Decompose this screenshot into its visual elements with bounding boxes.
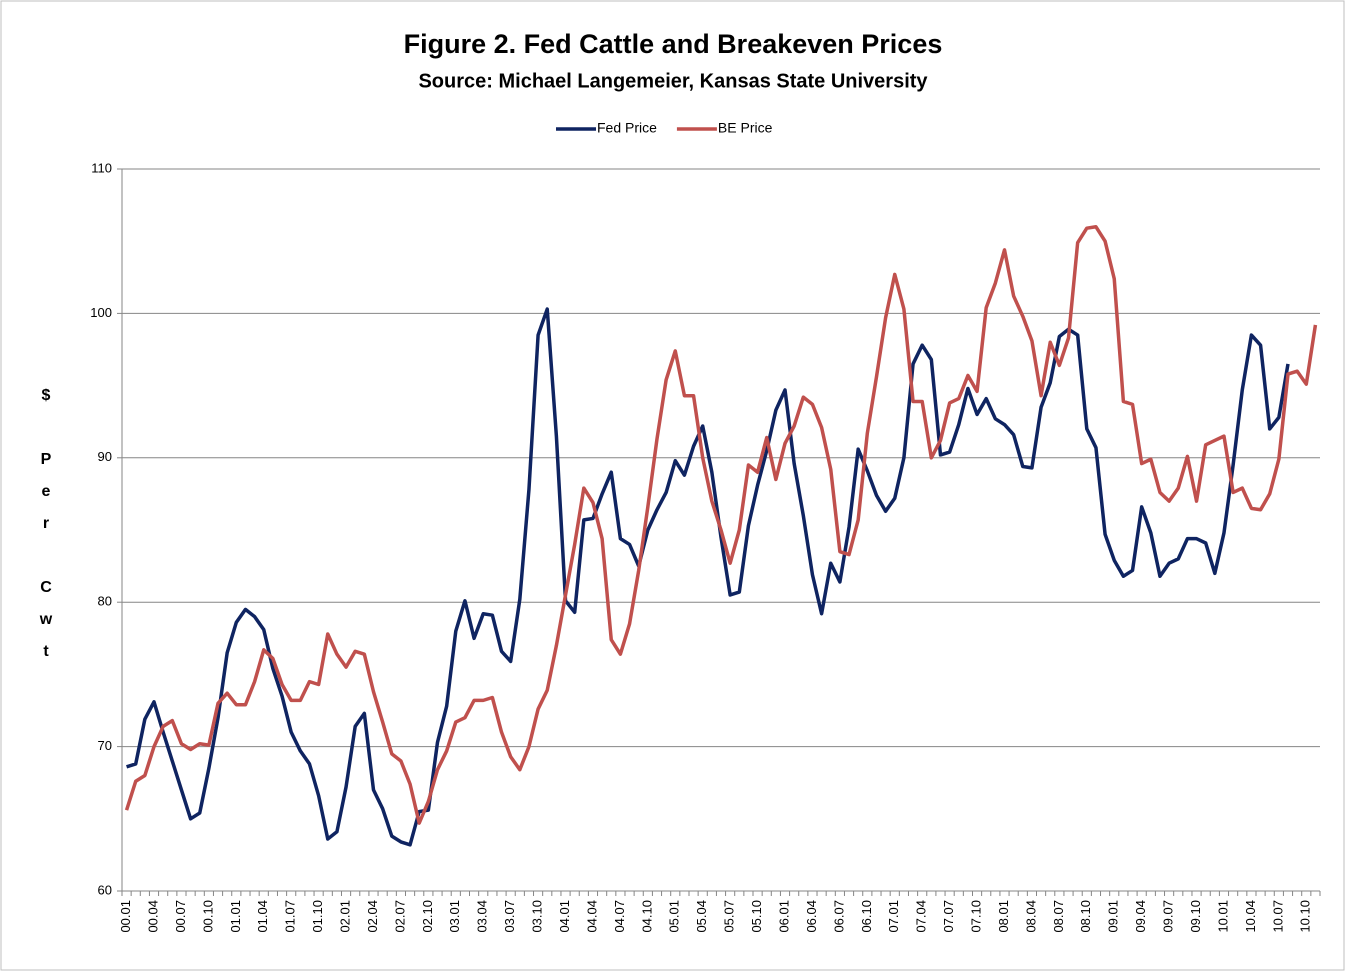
y-tick-label: 70 — [98, 738, 112, 753]
x-tick-label: 04.07 — [612, 900, 627, 933]
x-tick-label: 08.07 — [1051, 900, 1066, 933]
x-tick-label: 07.10 — [968, 900, 983, 933]
y-tick-label: 60 — [98, 882, 112, 897]
x-tick-label: 01.10 — [310, 900, 325, 933]
chart-title: Figure 2. Fed Cattle and Breakeven Price… — [404, 29, 943, 59]
x-tick-label: 00.10 — [200, 900, 215, 933]
x-tick-label: 08.01 — [996, 900, 1011, 933]
x-tick-label: 10.10 — [1298, 900, 1313, 933]
x-tick-label: 07.01 — [886, 900, 901, 933]
x-tick-label: 01.01 — [228, 900, 243, 933]
x-tick-label: 04.10 — [639, 900, 654, 933]
legend-label: BE Price — [718, 120, 773, 136]
x-tick-label: 02.04 — [365, 900, 380, 933]
x-tick-label: 06.04 — [804, 900, 819, 933]
x-tick-label: 10.01 — [1215, 900, 1230, 933]
x-tick-label: 10.07 — [1270, 900, 1285, 933]
x-tick-label: 03.01 — [447, 900, 462, 933]
x-tick-label: 05.07 — [722, 900, 737, 933]
x-tick-label: 03.04 — [475, 900, 490, 933]
x-tick-label: 09.04 — [1133, 900, 1148, 933]
x-tick-label: 03.10 — [530, 900, 545, 933]
x-tick-label: 10.04 — [1243, 900, 1258, 933]
x-tick-label: 05.01 — [667, 900, 682, 933]
chart-subtitle: Source: Michael Langemeier, Kansas State… — [418, 70, 928, 92]
x-tick-label: 00.04 — [145, 900, 160, 933]
y-tick-label: 80 — [98, 594, 112, 609]
x-tick-label: 08.04 — [1023, 900, 1038, 933]
x-tick-label: 01.07 — [283, 900, 298, 933]
x-tick-label: 07.07 — [941, 900, 956, 933]
x-tick-label: 02.07 — [392, 900, 407, 933]
x-tick-label: 03.07 — [502, 900, 517, 933]
x-tick-label: 04.04 — [584, 900, 599, 933]
legend-label: Fed Price — [597, 120, 657, 136]
y-tick-label: 100 — [90, 305, 112, 320]
x-tick-label: 09.01 — [1106, 900, 1121, 933]
y-tick-label: 110 — [91, 160, 112, 175]
x-tick-label: 08.10 — [1078, 900, 1093, 933]
x-tick-label: 02.10 — [420, 900, 435, 933]
x-tick-label: 05.04 — [694, 900, 709, 933]
x-tick-label: 01.04 — [255, 900, 270, 933]
x-tick-label: 06.01 — [776, 900, 791, 933]
x-tick-label: 00.07 — [173, 900, 188, 933]
data-line — [126, 307, 1290, 847]
x-tick-label: 04.01 — [557, 900, 572, 933]
y-tick-label: 90 — [98, 449, 112, 464]
x-tick-label: 09.07 — [1161, 900, 1176, 933]
x-tick-label: 05.10 — [749, 900, 764, 933]
x-tick-label: 06.07 — [831, 900, 846, 933]
x-tick-label: 00.01 — [118, 900, 133, 933]
legend: Fed Price BE Price — [556, 120, 773, 136]
x-tick-label: 06.10 — [859, 900, 874, 933]
x-tick-label: 07.04 — [914, 900, 929, 933]
x-tick-label: 09.10 — [1188, 900, 1203, 933]
data-line — [124, 225, 1318, 825]
x-tick-label: 02.01 — [337, 900, 352, 933]
